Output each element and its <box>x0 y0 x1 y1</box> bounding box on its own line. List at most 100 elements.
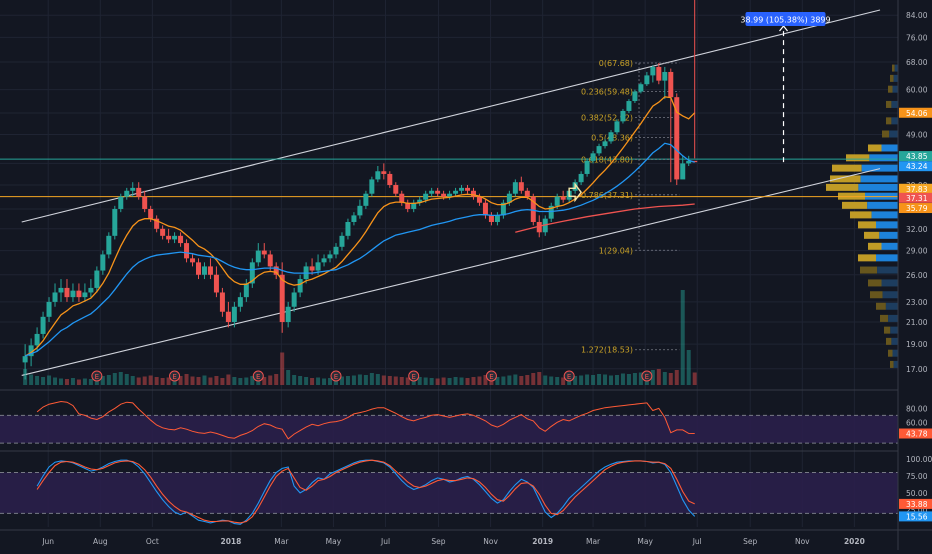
stoch-axis-tick-label: 100.00 <box>906 455 932 464</box>
volume-bar <box>656 369 661 385</box>
candle-body <box>626 101 632 111</box>
volume-bar <box>220 378 225 385</box>
volume-profile-bar-down <box>879 231 898 239</box>
candle-body <box>70 290 76 298</box>
candle-body <box>351 215 357 222</box>
candle-body <box>500 202 506 216</box>
candle-body <box>650 66 656 76</box>
candle-body <box>482 202 488 216</box>
earnings-marker-label: E <box>489 373 493 381</box>
candle-body <box>536 221 542 233</box>
candle-body <box>118 196 124 209</box>
candle-body <box>363 193 369 206</box>
volume-bar <box>375 374 380 385</box>
volume-bar <box>561 377 566 385</box>
volume-bar <box>130 376 135 385</box>
y-axis-background <box>898 0 932 550</box>
candle-body <box>166 235 172 240</box>
volume-bar <box>310 378 315 385</box>
y-axis-tick-label: 23.00 <box>906 298 928 307</box>
volume-bar <box>537 372 542 385</box>
volume-profile-bar-down <box>893 360 898 368</box>
earnings-marker <box>563 370 575 382</box>
candle-body <box>470 190 476 197</box>
volume-profile-bar-up <box>826 183 859 191</box>
volume-bar <box>268 375 273 385</box>
volume-bar <box>136 377 141 385</box>
volume-bar <box>507 375 512 385</box>
volume-bar <box>608 375 613 385</box>
stoch-d-line <box>36 459 695 524</box>
candle-body <box>160 228 166 236</box>
ema-slow-line <box>24 142 695 357</box>
volume-bar <box>471 377 476 385</box>
channel-line-lower <box>21 168 881 376</box>
fib-level-label: 1.272(18.53) <box>581 346 633 355</box>
rsi-current-label: 43.78 <box>906 430 928 439</box>
volume-bar <box>429 378 434 385</box>
rsi-axis-tick-label: 60.00 <box>906 418 928 427</box>
volume-bar <box>662 372 667 385</box>
stoch-axis-tick-label: 25.00 <box>906 506 928 515</box>
measure-tool: 38.99 (105.38%) 3899 <box>740 12 831 163</box>
earnings-marker <box>252 370 264 382</box>
price-label-box <box>899 192 932 203</box>
candle-body <box>339 235 345 247</box>
volume-bar <box>519 376 524 385</box>
price-label-box <box>899 203 932 214</box>
x-axis-tick-label: May <box>637 537 653 546</box>
candle-body <box>680 163 686 180</box>
candle-body <box>512 182 518 194</box>
volume-profile-bar-down <box>871 211 898 219</box>
y-axis-tick-label: 32.00 <box>906 225 928 234</box>
candle-body <box>64 287 70 298</box>
candle-body <box>423 193 429 200</box>
price-label-box <box>899 107 932 118</box>
fib-level-label: 0.382(52.92) <box>581 113 633 122</box>
price-label: 37.83 <box>906 185 928 194</box>
candle-body <box>548 205 554 219</box>
candle-body <box>381 171 387 174</box>
volume-bar <box>597 374 602 385</box>
candle-body <box>231 306 237 323</box>
volume-profile-bar-down <box>891 337 898 345</box>
volume-bar <box>64 379 69 385</box>
y-axis-tick-label: 49.00 <box>906 131 928 140</box>
stoch-current-box <box>899 511 932 522</box>
volume-profile-bar-down <box>867 201 898 209</box>
volume-bar <box>549 376 554 385</box>
x-axis-tick-label: Oct <box>146 537 159 546</box>
volume-profile-bar-down <box>894 64 898 72</box>
volume-profile-bar-down <box>876 221 898 229</box>
x-axis-tick-label: Jul <box>380 537 390 546</box>
volume-bar <box>286 370 291 385</box>
candle-body <box>417 199 423 203</box>
candle-body <box>136 187 142 197</box>
candle-body <box>488 215 494 222</box>
volume-profile-bar-up <box>886 337 892 345</box>
volume-bar <box>465 378 470 385</box>
volume-profile-bar-up <box>890 360 894 368</box>
volume-profile-bar-down <box>881 279 898 287</box>
x-axis-tick-label: Sep <box>431 537 445 546</box>
volume-profile-bar-up <box>858 254 876 262</box>
candle-body <box>285 306 291 323</box>
candle-body <box>590 153 596 161</box>
volume-bar <box>674 370 679 385</box>
price-label-box <box>899 183 932 194</box>
fib-level-label: 0(67.68) <box>599 59 633 68</box>
volume-profile-bar-down <box>877 266 898 274</box>
volume-bar <box>226 374 231 385</box>
x-axis-tick-label: Jun <box>41 537 54 546</box>
price-label-box <box>899 161 932 172</box>
x-axis-tick-label: 2019 <box>532 537 553 546</box>
volume-bar <box>495 377 500 385</box>
volume-bar <box>47 375 52 385</box>
volume-bar <box>381 375 386 385</box>
measure-arrow-head-icon <box>779 25 788 32</box>
ema-fast-line <box>24 96 696 357</box>
candle-body <box>692 160 698 163</box>
volume-bar <box>304 377 309 385</box>
